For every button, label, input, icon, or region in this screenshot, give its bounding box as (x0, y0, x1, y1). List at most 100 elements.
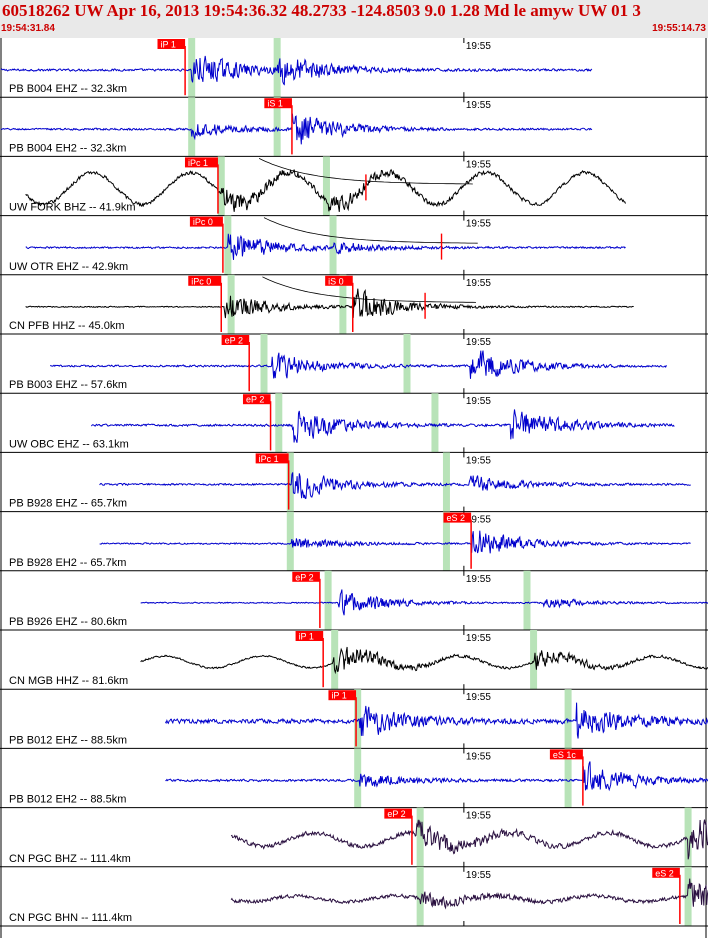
station-label: PB B012 EH2 -- 88.5km (9, 794, 126, 806)
theoretical-arrival-band (188, 97, 196, 157)
theoretical-arrival-band (286, 511, 294, 571)
theoretical-arrival-band (442, 452, 450, 512)
theoretical-arrival-band (530, 630, 538, 690)
phase-pick-flag (264, 98, 292, 109)
phase-pick-label: eP 2 (295, 572, 313, 582)
theoretical-arrival-band (354, 689, 362, 749)
phase-pick-flag (384, 808, 412, 819)
phase-pick-label: iPc 1 (188, 158, 208, 168)
waveform-trace (25, 233, 626, 260)
minute-label: 19:55 (466, 41, 491, 52)
minute-label: 19:55 (466, 455, 491, 466)
theoretical-arrival-band (329, 215, 337, 275)
theoretical-arrival-band (416, 866, 424, 926)
phase-pick-flag (652, 867, 680, 878)
phase-pick-label: iS 0 (328, 276, 344, 286)
phase-pick-flag (221, 335, 250, 345)
phase-pick-label: eS 2 (447, 513, 466, 523)
minute-label: 19:55 (466, 159, 491, 170)
station-label: PB B926 EHZ -- 80.6km (9, 616, 127, 628)
station-label: UW FORK BHZ -- 41.9km (9, 202, 136, 214)
minute-label: 19:55 (466, 692, 491, 703)
waveform-trace (164, 702, 708, 739)
phase-pick-label: eS 2 (655, 868, 674, 878)
minute-label: 19:55 (466, 574, 491, 585)
coda-decay-curve (263, 217, 478, 244)
waveform-trace (99, 472, 691, 500)
theoretical-arrival-band (322, 156, 330, 216)
theoretical-arrival-band (431, 393, 439, 453)
coda-decay-curve (262, 276, 477, 303)
phase-pick-label: iP 1 (299, 632, 314, 642)
theoretical-arrival-band (339, 274, 347, 334)
station-label: UW OTR EHZ -- 42.9km (9, 261, 128, 273)
waveform-trace (165, 761, 708, 792)
phase-pick-label: iS 1 (267, 99, 283, 109)
phase-pick-flag (328, 690, 357, 701)
phase-pick-flag (242, 394, 271, 405)
theoretical-arrival-band (684, 807, 692, 867)
waveform-trace (230, 819, 708, 860)
theoretical-arrival-band (188, 38, 196, 98)
theoretical-arrival-band (354, 748, 362, 808)
theoretical-arrival-band (403, 334, 411, 394)
theoretical-arrival-band (217, 156, 225, 216)
phase-pick-label: eP 2 (246, 395, 264, 405)
phase-pick-flag (189, 216, 223, 227)
event-title: 60518262 UW Apr 16, 2013 19:54:36.32 48.… (2, 1, 641, 20)
waveform-trace (90, 409, 675, 443)
theoretical-arrival-band (416, 807, 424, 867)
station-label: CN PFB HHZ -- 45.0km (9, 320, 125, 332)
phase-pick-flag (325, 275, 353, 286)
theoretical-arrival-band (324, 570, 332, 630)
waveform-trace (0, 55, 593, 86)
station-label: CN MGB HHZ -- 81.6km (9, 675, 128, 687)
phase-pick-flag (292, 571, 320, 582)
minute-label: 19:55 (466, 751, 491, 762)
phase-pick-label: iPc 0 (191, 276, 211, 286)
minute-label: 19:55 (466, 396, 491, 407)
phase-pick-label: iPc 0 (193, 217, 213, 227)
event-header: 60518262 UW Apr 16, 2013 19:54:36.32 48.… (0, 0, 708, 38)
station-label: UW OBC EHZ -- 63.1km (9, 438, 129, 450)
theoretical-arrival-band (684, 866, 692, 926)
phase-pick-label: eS 1c (553, 750, 577, 760)
waveform-trace (25, 168, 626, 212)
waveform-trace (140, 589, 708, 616)
station-label: PB B004 EH2 -- 32.3km (9, 142, 126, 154)
station-label: CN PGC BHZ -- 111.4km (9, 853, 131, 865)
waveform-trace (49, 350, 667, 379)
phase-pick-flag (255, 453, 289, 464)
minute-label: 19:55 (466, 278, 491, 289)
waveform-trace (99, 530, 691, 554)
waveform-trace (140, 646, 708, 675)
phase-pick-flag (157, 39, 186, 49)
phase-pick-flag (443, 512, 472, 523)
minute-label: 19:55 (466, 870, 491, 881)
theoretical-arrival-band (260, 334, 268, 394)
phase-pick-label: iPc 1 (259, 454, 279, 464)
station-label: PB B012 EHZ -- 88.5km (9, 734, 127, 746)
seismogram-panel: 19:55 iP 1 PB B004 EHZ -- 32.3km 19:55 iS 1 P… (0, 38, 708, 938)
theoretical-arrival-band (523, 570, 531, 630)
phase-pick-flag (188, 275, 222, 286)
phase-pick-label: eP 2 (387, 809, 405, 819)
phase-pick-label: iP 1 (160, 40, 175, 50)
minute-label: 19:55 (466, 337, 491, 348)
window-start-time: 19:54:31.84 (1, 23, 55, 34)
minute-label: 19:55 (466, 515, 491, 526)
theoretical-arrival-band (273, 97, 281, 157)
theoretical-arrival-band (286, 452, 294, 512)
theoretical-arrival-band (442, 511, 450, 571)
phase-pick-flag (295, 631, 324, 641)
phase-pick-flag (184, 157, 218, 168)
phase-pick-label: iP 1 (331, 691, 346, 701)
window-end-time: 19:55:14.73 (652, 23, 706, 34)
phase-pick-label: eP 2 (225, 336, 243, 346)
waveform-trace (25, 288, 634, 319)
station-label: CN PGC BHN -- 111.4km (9, 912, 132, 924)
station-label: PB B003 EHZ -- 57.6km (9, 379, 127, 391)
theoretical-arrival-band (564, 689, 572, 749)
station-label: PB B928 EH2 -- 65.7km (9, 557, 126, 569)
phase-pick-flag (549, 749, 583, 760)
